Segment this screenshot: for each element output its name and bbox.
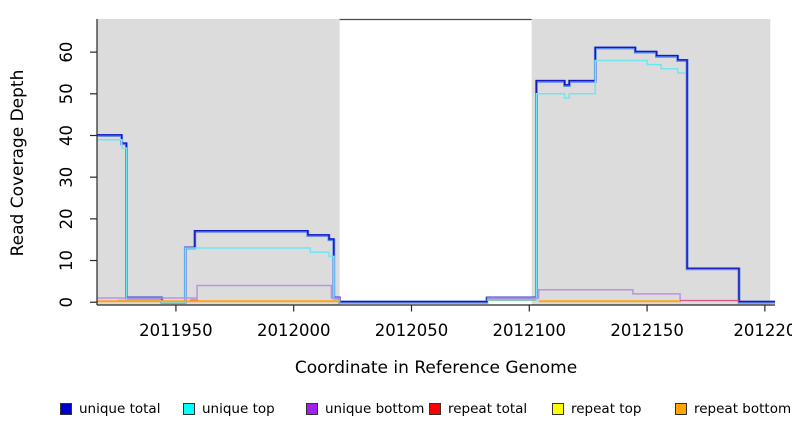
legend-swatch-icon [552,403,564,415]
legend-label: unique top [202,401,275,417]
x-tick-label: 201220 [733,321,792,340]
shaded-repeat-region [531,19,771,305]
x-tick-label: 2012100 [493,321,567,340]
legend-label: unique total [79,401,161,417]
legend-swatch-icon [675,403,687,415]
y-tick-label: 30 [57,167,76,188]
series-line-unique-bottom [97,284,341,303]
series-line-unique-top [486,59,686,301]
y-tick-label: 50 [57,83,76,104]
legend-item-unique-total: unique total [60,398,160,420]
y-tick-label: 20 [57,208,76,229]
legend-label: unique bottom [325,401,425,417]
legend-item-unique-bottom: unique bottom [306,398,424,420]
legend: unique total unique top unique bottom repea… [0,398,792,422]
legend-item-unique-top: unique top [183,398,275,420]
y-tick-label: 10 [57,250,76,271]
legend-item-repeat-total: repeat total [429,398,527,420]
y-axis-title: Read Coverage Depth [8,69,28,257]
y-tick-label: 0 [57,297,76,308]
legend-label: repeat total [448,401,528,417]
legend-swatch-icon [429,403,441,415]
x-tick-label: 2011950 [139,321,213,340]
shaded-repeat-region [97,19,340,305]
y-tick-label: 40 [57,125,76,146]
legend-swatch-icon [306,403,318,415]
legend-item-repeat-top: repeat top [552,398,641,420]
legend-swatch-icon [60,403,72,415]
legend-label: repeat top [571,401,642,417]
x-tick-label: 2012050 [375,321,449,340]
legend-item-repeat-bottom: repeat bottom [675,398,791,420]
series-line-unique-top [97,138,341,303]
series-line-unique-bottom [486,288,681,303]
legend-label: repeat bottom [694,401,792,417]
x-axis-title: Coordinate in Reference Genome [294,358,578,378]
x-tick-label: 2012150 [610,321,684,340]
legend-swatch-icon [183,403,195,415]
x-tick-label: 2012000 [257,321,331,340]
y-tick-label: 60 [57,42,76,63]
